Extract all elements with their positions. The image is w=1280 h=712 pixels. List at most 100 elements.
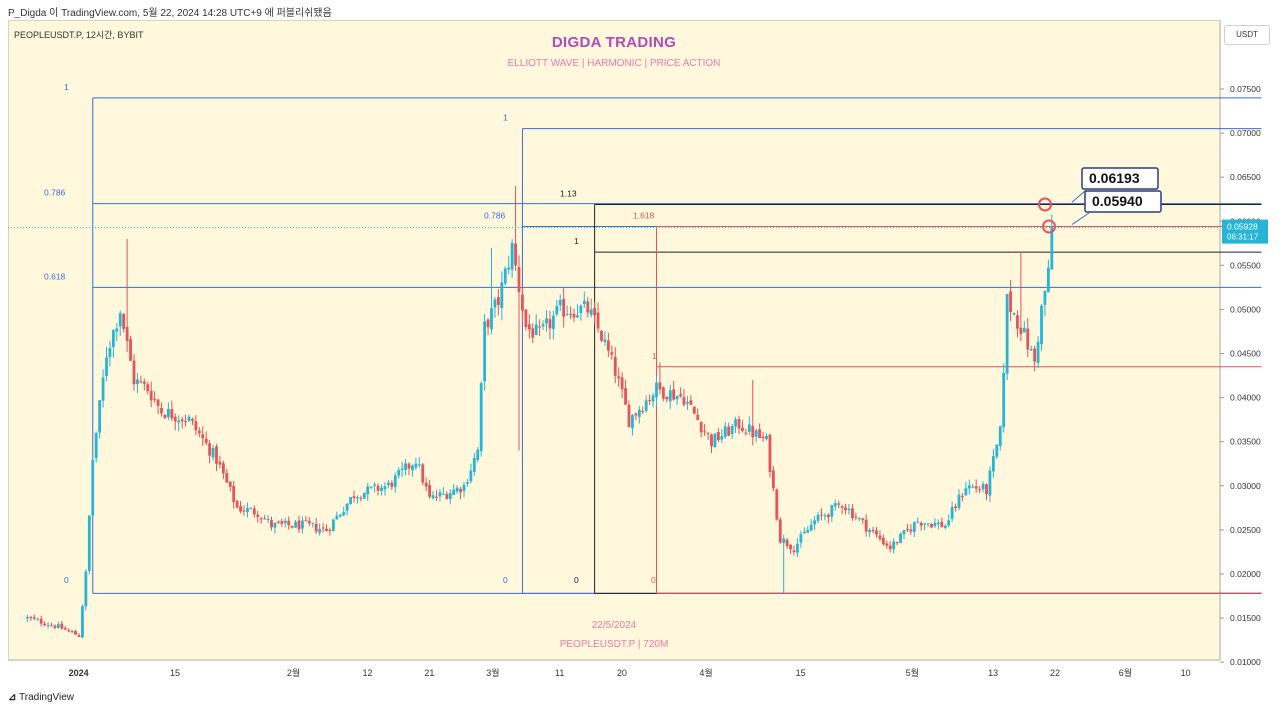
candle-body <box>620 377 624 390</box>
candle-body <box>954 506 957 508</box>
candle-body <box>259 518 263 520</box>
candle <box>283 517 287 528</box>
y-tick-label: 0.05000 <box>1230 304 1261 314</box>
candle <box>486 318 490 335</box>
candle <box>899 532 902 544</box>
candle-body <box>751 425 755 438</box>
candle <box>754 428 758 443</box>
candle <box>727 422 731 437</box>
y-tick-label: 0.03500 <box>1230 437 1261 447</box>
candle-body <box>345 503 349 511</box>
candle-body <box>768 434 772 472</box>
candle <box>136 372 139 394</box>
candle-body <box>445 494 449 499</box>
candle <box>338 514 342 518</box>
candle-body <box>452 489 456 495</box>
y-axis-ticks: 0.075000.070000.065000.060000.055000.050… <box>1220 84 1261 667</box>
candle-body <box>572 313 576 318</box>
candle <box>122 313 126 333</box>
candle-body <box>878 535 882 540</box>
candle <box>799 530 803 548</box>
candle-body <box>1019 327 1023 335</box>
x-tick-label: 13 <box>988 668 998 678</box>
candles <box>26 185 1054 639</box>
candle <box>29 616 33 622</box>
candle <box>314 517 318 534</box>
candle-body <box>840 506 844 508</box>
candle <box>115 323 119 341</box>
candle <box>184 414 187 427</box>
candle-body <box>603 339 607 342</box>
candle <box>954 503 957 512</box>
candle-body <box>98 400 102 433</box>
chart-pane[interactable] <box>8 20 1220 660</box>
candle <box>335 511 339 520</box>
candle-body <box>675 395 679 400</box>
candle <box>961 492 964 502</box>
candle-body <box>132 360 136 385</box>
candle-body <box>799 534 803 543</box>
candle-body <box>290 525 294 528</box>
candle-body <box>631 415 634 429</box>
candle-body <box>823 515 827 517</box>
candle <box>441 487 445 495</box>
candle-body <box>111 330 115 348</box>
candle-body <box>802 531 806 534</box>
candle <box>43 621 47 627</box>
currency-button[interactable]: USDT <box>1224 25 1270 45</box>
candle-body <box>692 406 696 414</box>
candle <box>730 423 734 439</box>
candle-body <box>895 542 899 544</box>
candle <box>668 384 672 409</box>
candle <box>655 376 658 407</box>
candle <box>624 379 627 405</box>
candle-body <box>1005 294 1009 374</box>
candle <box>909 524 913 536</box>
candle-body <box>1043 291 1047 305</box>
candle-body <box>771 470 775 489</box>
callout-pointer <box>1071 212 1090 225</box>
candle <box>156 398 160 414</box>
candle <box>734 416 737 434</box>
candle <box>466 478 469 488</box>
publisher-text: P_Digda 이 TradingView.com, 5월 22, 2024 1… <box>8 8 332 19</box>
candle <box>802 527 806 534</box>
candle <box>582 291 586 308</box>
candle-body <box>930 523 933 528</box>
candle <box>191 417 194 426</box>
candle <box>39 615 43 627</box>
candle-body <box>160 407 163 414</box>
candle <box>1009 280 1012 322</box>
candle-body <box>617 376 621 379</box>
candle-body <box>459 488 462 493</box>
candle <box>892 538 896 554</box>
candle <box>964 481 968 496</box>
tradingview-logo[interactable]: ⊿ TradingView <box>8 692 74 703</box>
publisher-bar: P_Digda 이 TradingView.com, 5월 22, 2024 1… <box>0 0 1280 20</box>
candle <box>768 433 772 478</box>
candle <box>1016 310 1019 338</box>
candle-body <box>1016 315 1019 329</box>
candle <box>483 314 487 391</box>
candle-body <box>356 496 359 499</box>
time-axis[interactable] <box>8 660 1220 687</box>
candle <box>180 416 184 429</box>
candle <box>851 503 854 521</box>
candle <box>981 481 985 493</box>
candle <box>806 526 810 534</box>
price-axis[interactable] <box>1220 20 1280 660</box>
candle-body <box>153 398 157 400</box>
symbol-legend[interactable]: PEOPLEUSDT.P, 12시간, BYBIT <box>14 30 144 40</box>
x-tick-label: 2024 <box>69 668 89 678</box>
candle <box>593 301 597 325</box>
candle-body <box>122 313 126 329</box>
candle <box>359 495 363 502</box>
candle-body <box>314 523 318 532</box>
candle <box>792 545 796 556</box>
fib-black-labels: 1.13 1 0 <box>560 189 579 585</box>
candle <box>548 311 552 340</box>
candle <box>297 515 301 534</box>
candle <box>637 406 641 424</box>
candle <box>710 433 713 453</box>
candle-body <box>902 530 906 535</box>
